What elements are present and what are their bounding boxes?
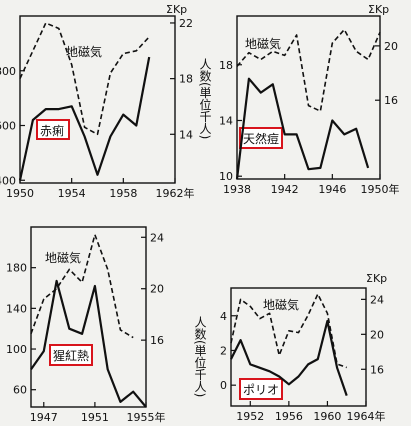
right-tick-label: 16 [384, 94, 398, 107]
x-tick-label: 1950年 [361, 182, 400, 196]
x-tick-label: 1947 [30, 411, 58, 424]
right-tick-label: 18 [179, 73, 193, 86]
disease-line [230, 319, 348, 396]
right-tick-label: 16 [150, 334, 164, 347]
x-tick-label: 1951 [81, 411, 109, 424]
right-axis-label: ΣKp [368, 3, 389, 16]
geomag-line [30, 233, 134, 339]
disease-label-box [239, 378, 283, 400]
x-tick-label: 1964年 [347, 409, 386, 423]
panel-frame [30, 226, 147, 408]
left-tick-label: 2 [220, 344, 227, 357]
panel-frame [230, 287, 367, 407]
panel-polio: ΣKp 人数(単位千人) 地磁気 ポリオ 1952 1956 1960 1964年 0 2… [193, 272, 387, 423]
right-tick-label: 24 [370, 293, 384, 306]
panel-frame [236, 15, 381, 180]
disease-label: 天然痘 [243, 131, 279, 146]
disease-label-box [239, 127, 283, 149]
panel-dysentery: ΣKp 地磁気 赤痢 1950 1954 1958 1962年 400 600 800 14 1… [0, 3, 195, 200]
right-tick-label: 24 [150, 231, 164, 244]
x-tick-label: 1960 [313, 410, 341, 423]
right-tick-label: 20 [150, 283, 164, 296]
disease-label-box [49, 344, 93, 366]
left-tick-label: 14 [219, 114, 233, 127]
geomag-label: 地磁気 [45, 250, 81, 265]
left-tick-label: 0 [220, 379, 227, 392]
disease-label: ポリオ [243, 383, 279, 397]
left-tick-label: 600 [0, 120, 16, 133]
geomag-label: 地磁気 [66, 44, 102, 59]
x-tick-label: 1958 [109, 187, 137, 200]
x-tick-label: 1950 [6, 187, 34, 200]
x-tick-label: 1952 [236, 410, 264, 423]
left-tick-label: 100 [6, 343, 27, 356]
right-tick-label: 20 [370, 328, 384, 341]
panel-frame [19, 15, 176, 184]
disease-label: 猩紅熱 [53, 348, 89, 363]
x-tick-label: 1962年 [156, 186, 195, 200]
left-tick-label: 800 [0, 65, 16, 78]
right-axis-label: ΣKp [166, 3, 187, 16]
right-tick-label: 16 [370, 363, 384, 376]
left-tick-label: 10 [219, 170, 233, 183]
disease-label: 赤痢 [40, 123, 64, 138]
left-tick-label: 180 [6, 262, 27, 275]
disease-label-box [36, 119, 70, 140]
x-tick-label: 1938 [223, 183, 251, 196]
geomag-line [236, 28, 381, 112]
left-tick-label: 18 [219, 59, 233, 72]
left-tick-label: 140 [6, 302, 27, 315]
panel-scarlet-fever: 地磁気 猩紅熱 1947 1951 1955年 60 100 140 180 16 20 24 [6, 226, 166, 424]
right-tick-label: 22 [179, 17, 193, 30]
left-tick-label: 400 [0, 174, 16, 187]
disease-line [235, 77, 370, 180]
geomag-line [230, 293, 347, 369]
left-axis-label: 人数(単位千人) [193, 316, 207, 398]
disease-line [18, 56, 151, 181]
right-axis-label: ΣKp [366, 272, 387, 285]
geomag-label: 地磁気 [263, 297, 299, 312]
x-tick-label: 1954 [58, 187, 86, 200]
disease-line [30, 279, 147, 408]
right-tick-label: 14 [179, 128, 193, 141]
left-axis-label: 人数(単位千人) [198, 58, 212, 140]
panel-smallpox: ΣKp 人数(単位千人) 地磁気 天然痘 1938 1942 1946 1950年 10… [198, 3, 400, 196]
geomag-line [19, 22, 150, 136]
x-tick-label: 1956 [275, 410, 303, 423]
left-tick-label: 60 [13, 384, 27, 397]
x-tick-label: 1955年 [127, 410, 166, 424]
x-tick-label: 1942 [271, 183, 299, 196]
left-tick-label: 4 [220, 310, 227, 323]
geomag-label: 地磁気 [245, 36, 281, 51]
x-tick-label: 1946 [318, 183, 346, 196]
right-tick-label: 20 [384, 40, 398, 53]
